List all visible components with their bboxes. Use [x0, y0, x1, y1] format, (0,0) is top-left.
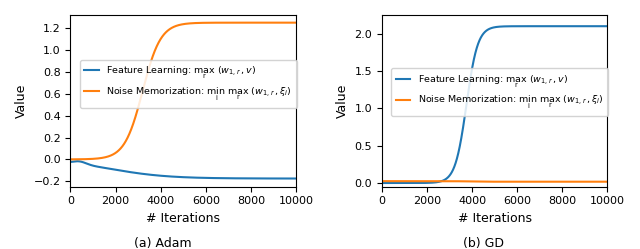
- Y-axis label: Value: Value: [336, 84, 349, 118]
- Legend: Feature Learning: $\mathregular{\max_r}$ $(w_{1,r}, v)$, Noise Memorization: $\m: Feature Learning: $\mathregular{\max_r}$…: [391, 68, 608, 116]
- Y-axis label: Value: Value: [15, 84, 28, 118]
- Legend: Feature Learning: $\mathregular{\max_r}$ $(w_{1,r}, v)$, Noise Memorization: $\m: Feature Learning: $\mathregular{\max_r}$…: [79, 60, 296, 108]
- Text: (a) Adam: (a) Adam: [134, 237, 192, 249]
- X-axis label: # Iterations: # Iterations: [146, 212, 220, 225]
- X-axis label: # Iterations: # Iterations: [458, 212, 532, 225]
- Text: (b) GD: (b) GD: [463, 237, 504, 249]
